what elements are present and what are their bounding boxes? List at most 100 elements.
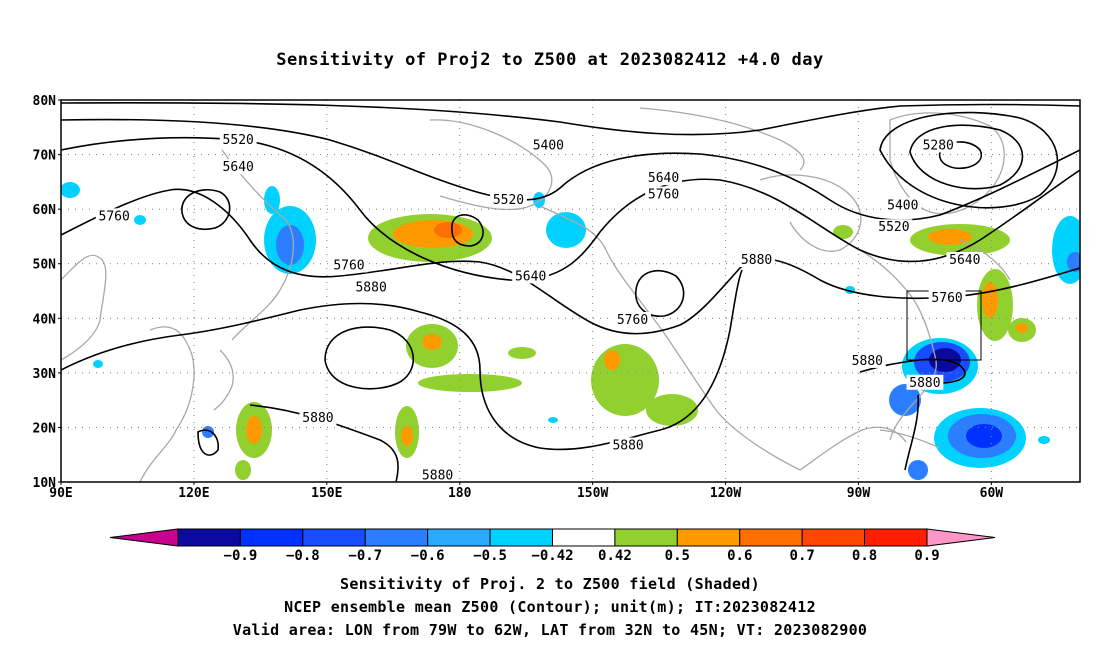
contour-label-bg: [645, 186, 682, 202]
colorbar-label: −0.6: [411, 548, 445, 564]
colorbar-swatch: [864, 528, 928, 547]
contour-label-bg: [219, 131, 257, 147]
coastline-north-america-west: [539, 205, 801, 471]
coastline-labrador: [959, 239, 1011, 281]
longitude-tick-label: 150W: [577, 486, 608, 501]
contour-low-eastpac: [635, 269, 685, 317]
negative-blob: [533, 192, 545, 208]
contour-high-wpac: [324, 326, 414, 390]
negative-blob: [1067, 252, 1080, 272]
positive-blob: [422, 334, 442, 350]
contour-label: 5760: [333, 258, 364, 273]
colorbar-label: −0.9: [224, 548, 258, 564]
contour-label-bg: [419, 467, 456, 483]
grid-lines: [61, 100, 1080, 482]
contour-label-bg: [919, 137, 957, 153]
coastline-cuba: [879, 429, 941, 449]
longitude-tick-label: 90W: [847, 486, 871, 501]
coastline-asia: [61, 254, 107, 361]
contour-label-bg: [738, 251, 775, 267]
positive-blob: [434, 222, 462, 238]
contour-label: 5760: [648, 188, 679, 203]
colorbar-swatch: [676, 528, 741, 547]
contour-labels: 5520 5640 5760 5400 5280 5520 5640 5760 5400 5520…: [95, 131, 984, 484]
contour-greenland-low-2: [909, 124, 1024, 190]
contour-5640: [61, 136, 1080, 281]
longitude-tick-label: 150E: [311, 486, 342, 501]
contour-5520: [61, 118, 1080, 221]
contour-label: 5520: [223, 133, 254, 148]
colorbar-swatch: [239, 528, 304, 547]
contour-label-bg: [946, 251, 984, 267]
positive-blob: [235, 460, 251, 480]
negative-blob: [276, 225, 304, 265]
caption-valid-area: Valid area: LON from 79W to 62W, LAT fro…: [232, 621, 868, 639]
contour-low-kamchatka: [181, 188, 231, 230]
colorbar-label: −0.42: [531, 548, 573, 564]
contour-label-bg: [299, 410, 337, 426]
contour-5880-east: [859, 358, 966, 384]
contour-label: 5400: [533, 138, 564, 153]
contour-label: 5640: [223, 160, 254, 175]
positive-blob: [401, 426, 413, 446]
negative-blob: [889, 384, 921, 416]
contour-5400: [61, 101, 1080, 136]
coastline-gulf: [799, 426, 907, 471]
chart-title: Sensitivity of Proj2 to Z500 at 20230824…: [276, 50, 824, 70]
latitude-tick-label: 60N: [33, 203, 57, 218]
negative-blob: [134, 215, 146, 225]
colorbar-swatch: [489, 528, 554, 547]
contour-label: 5520: [493, 193, 524, 208]
positive-blob: [246, 416, 262, 444]
colorbar-label: 0.5: [665, 548, 690, 564]
longitude-labels: 90E 120E 150E 180 150W 120W 90W 60W: [49, 482, 1003, 501]
longitude-tick-label: 120W: [710, 486, 741, 501]
contour-label: 5880: [422, 469, 453, 484]
colorbar-swatch: [801, 528, 866, 547]
latitude-tick-label: 10N: [33, 476, 57, 491]
contour-label-bg: [928, 290, 966, 306]
contour-label: 5400: [887, 198, 918, 213]
positive-blob: [418, 374, 522, 392]
colorbar-label: −0.5: [473, 548, 507, 564]
contour-label: 5880: [355, 280, 386, 295]
latitude-tick-label: 30N: [33, 367, 57, 382]
colorbar-swatch: [177, 528, 241, 547]
contour-low-pacific: [451, 214, 484, 247]
latitude-tick-label: 50N: [33, 258, 57, 273]
coastline-east-asia: [139, 326, 195, 482]
contour-label-bg: [490, 191, 527, 207]
caption-shaded: Sensitivity of Proj. 2 to Z500 field (Sh…: [340, 575, 760, 593]
longitude-tick-label: 60W: [980, 486, 1004, 501]
positive-blob: [604, 350, 620, 370]
latitude-tick-label: 20N: [33, 421, 57, 436]
contour-5880: [61, 269, 743, 451]
contour-label: 5880: [302, 411, 333, 426]
map-frame: [60, 99, 1081, 483]
contour-label-bg: [95, 208, 133, 224]
latitude-tick-label: 80N: [33, 94, 57, 109]
z500-contours: [61, 101, 1080, 482]
colorbar-extend-low: [109, 528, 179, 547]
positive-blob: [646, 394, 698, 426]
contour-label-bg: [906, 374, 944, 390]
negative-blob: [61, 182, 80, 198]
contour-label-bg: [219, 159, 257, 175]
colorbar-swatch: [302, 528, 366, 547]
coastline-hudson: [759, 174, 862, 252]
negative-blob: [966, 424, 1002, 448]
contour-label-bg: [848, 352, 886, 368]
coastline-alaska: [429, 119, 553, 211]
colorbar-label: −0.7: [348, 548, 382, 564]
contour-label-bg: [645, 170, 682, 186]
contour-label: 5640: [648, 171, 679, 186]
contour-greenland-low-3: [879, 111, 1059, 209]
contour-high-small: [197, 429, 220, 456]
negative-blob: [93, 360, 103, 368]
colorbar-swatch: [427, 528, 491, 547]
latitude-tick-label: 40N: [33, 312, 57, 327]
negative-blob: [202, 426, 214, 438]
positive-blob: [982, 282, 998, 318]
negative-blob: [546, 212, 586, 248]
